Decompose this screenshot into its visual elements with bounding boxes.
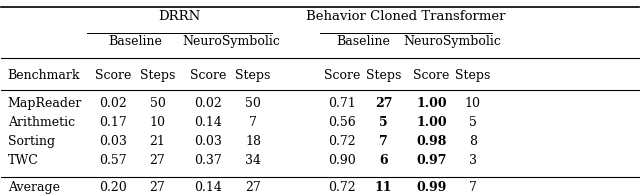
Text: 27: 27 [375,97,392,110]
Text: 10: 10 [465,97,481,110]
Text: 0.14: 0.14 [195,181,223,194]
Text: 0.02: 0.02 [195,97,222,110]
Text: 11: 11 [375,181,392,194]
Text: Score: Score [413,69,450,82]
Text: 3: 3 [469,153,477,166]
Text: 0.72: 0.72 [328,135,356,148]
Text: 0.17: 0.17 [99,116,127,129]
Text: 0.56: 0.56 [328,116,356,129]
Text: 0.99: 0.99 [417,181,447,194]
Text: 5: 5 [380,116,388,129]
Text: 7: 7 [469,181,477,194]
Text: Score: Score [324,69,360,82]
Text: 0.03: 0.03 [195,135,223,148]
Text: Score: Score [190,69,227,82]
Text: Steps: Steps [140,69,175,82]
Text: 27: 27 [150,181,165,194]
Text: Benchmark: Benchmark [8,69,80,82]
Text: 7: 7 [380,135,388,148]
Text: 0.37: 0.37 [195,153,222,166]
Text: DRRN: DRRN [159,10,201,23]
Text: 27: 27 [150,153,165,166]
Text: NeuroSymbolic: NeuroSymbolic [403,36,501,48]
Text: 18: 18 [245,135,261,148]
Text: 0.90: 0.90 [328,153,356,166]
Text: Arithmetic: Arithmetic [8,116,75,129]
Text: 0.98: 0.98 [417,135,447,148]
Text: 0.97: 0.97 [416,153,447,166]
Text: 34: 34 [245,153,261,166]
Text: Sorting: Sorting [8,135,55,148]
Text: 0.02: 0.02 [99,97,127,110]
Text: MapReader: MapReader [8,97,82,110]
Text: Steps: Steps [455,69,491,82]
Text: Steps: Steps [236,69,271,82]
Text: 1.00: 1.00 [416,116,447,129]
Text: 0.14: 0.14 [195,116,223,129]
Text: 27: 27 [245,181,261,194]
Text: 0.20: 0.20 [99,181,127,194]
Text: Baseline: Baseline [336,36,390,48]
Text: Baseline: Baseline [108,36,162,48]
Text: 10: 10 [150,116,166,129]
Text: TWC: TWC [8,153,38,166]
Text: Average: Average [8,181,60,194]
Text: 50: 50 [150,97,166,110]
Text: Behavior Cloned Transformer: Behavior Cloned Transformer [307,10,506,23]
Text: 21: 21 [150,135,166,148]
Text: 0.72: 0.72 [328,181,356,194]
Text: 50: 50 [245,97,261,110]
Text: 0.57: 0.57 [99,153,127,166]
Text: 0.71: 0.71 [328,97,356,110]
Text: 1.00: 1.00 [416,97,447,110]
Text: 6: 6 [380,153,388,166]
Text: 5: 5 [469,116,477,129]
Text: Score: Score [95,69,131,82]
Text: NeuroSymbolic: NeuroSymbolic [182,36,280,48]
Text: 7: 7 [249,116,257,129]
Text: 0.03: 0.03 [99,135,127,148]
Text: Steps: Steps [366,69,401,82]
Text: 8: 8 [469,135,477,148]
